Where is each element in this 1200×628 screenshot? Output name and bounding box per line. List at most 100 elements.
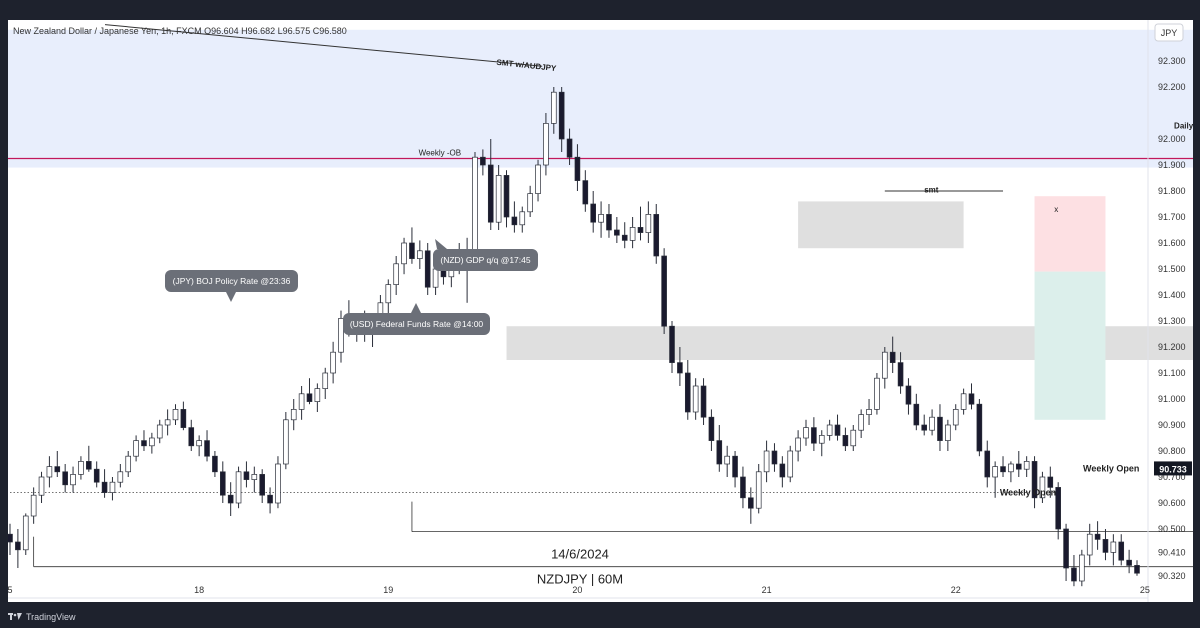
daily-irl-zone: [8, 29, 1193, 168]
candle: [669, 325, 675, 363]
price-tick-label: 91.500: [1158, 264, 1186, 274]
candle: [897, 362, 904, 387]
candle: [818, 435, 825, 444]
price-tick-label: 90.800: [1158, 446, 1186, 456]
candle: [46, 466, 53, 478]
candle: [724, 455, 730, 465]
candle: [298, 393, 305, 410]
smt-line: [104, 24, 543, 67]
fed-funds-callout: (USD) Federal Funds Rate @14:00: [343, 303, 490, 335]
candle: [535, 164, 541, 194]
currency-badge-label: JPY: [1161, 28, 1178, 38]
candle: [937, 416, 943, 441]
price-tick-label: 91.800: [1158, 186, 1186, 196]
candle: [795, 437, 801, 452]
candle: [322, 372, 329, 389]
ohlc-header: New Zealand Dollar / Japanese Yen, 1h, F…: [13, 26, 347, 36]
candle: [188, 427, 195, 447]
candle: [1063, 528, 1069, 569]
candle: [621, 234, 628, 241]
tradingview-logo-icon: [8, 613, 22, 621]
price-tick-label: 91.000: [1158, 394, 1186, 404]
candle: [945, 424, 951, 441]
candle: [283, 419, 289, 465]
candle: [1086, 533, 1093, 556]
candle: [109, 481, 116, 493]
candle: [543, 123, 549, 166]
candle: [1031, 461, 1038, 499]
candle: [86, 461, 92, 470]
candle: [275, 463, 281, 504]
date-tick-label: 20: [572, 585, 582, 595]
weekly-open-label: Weekly Open: [1000, 488, 1056, 498]
candle: [952, 409, 959, 426]
take-profit-zone: [1034, 271, 1106, 420]
candle: [992, 466, 998, 478]
candle: [684, 372, 691, 413]
stop-loss-zone: [1034, 196, 1106, 272]
price-tick-label: 90.410: [1158, 547, 1186, 557]
candle: [913, 403, 920, 426]
candle: [960, 393, 967, 410]
candle: [661, 255, 667, 327]
date-tick-label: 25: [1140, 585, 1150, 595]
chart-title: NZDJPY | 60M: [537, 572, 623, 587]
candle: [748, 497, 754, 509]
candle: [409, 242, 415, 259]
daily-irl-label: Daily IRL: [1174, 122, 1193, 131]
candle: [929, 416, 935, 431]
candle: [606, 214, 612, 231]
date-tick-label: 5: [8, 585, 13, 595]
callout-text: (JPY) BOJ Policy Rate @23:36: [173, 276, 291, 286]
candle: [417, 250, 423, 259]
candle: [732, 455, 738, 478]
candle: [227, 494, 234, 504]
candle: [700, 385, 707, 418]
candle: [803, 427, 809, 439]
price-tick-label: 91.900: [1158, 160, 1186, 170]
candle: [314, 388, 321, 402]
candle: [976, 403, 983, 452]
weekly-open-label: Weekly Open: [1083, 463, 1139, 473]
candle: [511, 216, 518, 226]
candle: [984, 450, 991, 478]
price-tick-label: 92.200: [1158, 82, 1186, 92]
candle: [432, 268, 439, 288]
callout-box: [165, 270, 298, 292]
candle: [1079, 554, 1085, 582]
callout-text: (NZD) GDP q/q @17:45: [440, 255, 530, 265]
price-tick-label: 90.600: [1158, 498, 1186, 508]
candle: [424, 250, 431, 288]
price-tick-label: 90.900: [1158, 420, 1186, 430]
price-tick-label: 90.500: [1158, 524, 1186, 534]
candle: [842, 435, 849, 447]
candle: [645, 214, 652, 233]
candle: [716, 440, 723, 465]
candle: [566, 138, 573, 158]
callout-box: [343, 313, 490, 335]
callout-text: (USD) Federal Funds Rate @14:00: [350, 319, 484, 329]
candle: [487, 164, 494, 223]
candle: [1134, 565, 1140, 574]
tradingview-brand[interactable]: TradingView: [8, 612, 76, 622]
candle: [393, 263, 399, 285]
price-tick-label: 90.320: [1158, 571, 1186, 581]
price-tick-label: 92.300: [1158, 56, 1186, 66]
candle: [1008, 463, 1014, 473]
candle: [495, 175, 502, 223]
candle: [787, 450, 794, 478]
callout-tip: [226, 292, 236, 302]
candle: [149, 437, 155, 447]
candle: [196, 440, 202, 447]
candle: [472, 156, 478, 265]
candle: [243, 471, 250, 480]
candle: [1047, 476, 1054, 488]
candle: [172, 409, 179, 421]
boj-policy-callout: (JPY) BOJ Policy Rate @23:36: [165, 270, 298, 302]
candle: [141, 440, 147, 447]
candle: [125, 455, 132, 473]
price-tick-label: 91.300: [1158, 316, 1186, 326]
candle: [1015, 463, 1022, 470]
